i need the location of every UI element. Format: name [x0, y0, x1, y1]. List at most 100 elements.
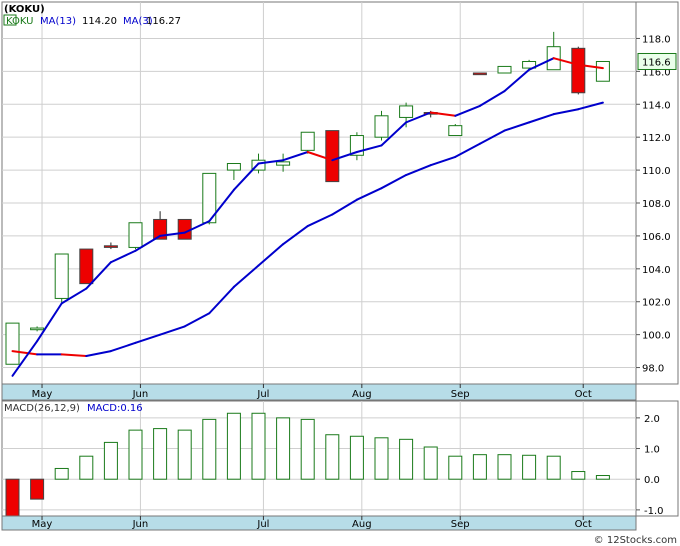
price-tick-label: 114.0: [642, 100, 671, 111]
price-tick-label: 112.0: [642, 133, 671, 144]
ma3-segment: [109, 341, 137, 353]
macd-bar: [251, 412, 266, 480]
macd-bar: [472, 454, 487, 480]
last-price-badge: [637, 52, 677, 70]
macd-bar: [30, 478, 45, 500]
price-tick-label: 116.0: [642, 67, 671, 78]
ma3-segment: [60, 353, 88, 358]
price-x-axis-band: [1, 383, 637, 401]
candle-body: [30, 327, 45, 331]
candle-body: [103, 245, 118, 248]
candle-body: [522, 60, 537, 69]
price-tick-label: 106.0: [642, 232, 671, 243]
legend-swatch-koku: [3, 14, 17, 26]
macd-x-tick-label: Jul: [256, 519, 269, 530]
candle-body: [5, 322, 20, 365]
ma3-segment: [503, 121, 531, 132]
ma3-segment: [577, 101, 604, 111]
ma13-segment: [282, 150, 309, 162]
candle-body: [399, 105, 414, 118]
ma3-segment: [159, 325, 186, 336]
candle-body: [79, 248, 94, 285]
ma13-segment: [134, 234, 162, 252]
ma13-segment: [528, 57, 555, 71]
ma3-segment: [183, 312, 211, 328]
macd-bar: [226, 412, 241, 480]
watermark: © 12Stocks.com: [594, 535, 677, 546]
price-x-tick-label: Jul: [256, 389, 269, 400]
price-tick-label: 104.0: [642, 265, 671, 276]
ma13-segment: [577, 63, 604, 70]
ma13-segment: [60, 287, 88, 305]
macd-bar: [349, 435, 364, 480]
macd-bar: [374, 437, 389, 480]
candle-body: [177, 218, 192, 240]
macd-bar: [128, 429, 143, 480]
ma13-segment: [36, 302, 63, 343]
macd-bar: [177, 429, 192, 480]
price-tick-label: 98.0: [642, 364, 664, 375]
ma13-segment: [429, 111, 457, 117]
macd-bar: [423, 446, 438, 480]
ma13-segment: [109, 249, 137, 264]
ma13-segment: [454, 104, 481, 117]
ma3-segment: [355, 187, 383, 201]
macd-bar: [546, 455, 561, 480]
ma13-segment: [355, 144, 383, 153]
ma13-segment: [208, 188, 235, 223]
candle-body: [497, 65, 512, 74]
macd-bar: [571, 471, 586, 480]
candle-body: [595, 60, 610, 82]
ma3-segment: [282, 225, 309, 246]
legend-ma3-label: MA(3): [123, 16, 153, 27]
price-tick-label: 102.0: [642, 298, 671, 309]
ma3-segment: [208, 285, 235, 315]
ma3-segment: [306, 213, 334, 228]
ma3-segment: [528, 113, 555, 124]
ma3-segment: [232, 264, 260, 288]
macd-axis-frame: [635, 400, 679, 517]
macd-bar: [202, 418, 217, 480]
macd-bar: [448, 455, 463, 480]
macd-bar: [54, 467, 69, 480]
macd-bar: [497, 454, 512, 480]
macd-bar: [103, 441, 118, 480]
candle-body: [202, 172, 217, 224]
macd-tick-label: -1.0: [644, 506, 664, 517]
ma3-segment: [134, 333, 162, 344]
macd-legend-value: MACD:0.16: [87, 403, 143, 414]
price-tick-label: 100.0: [642, 331, 671, 342]
price-x-tick-label: Jun: [132, 389, 149, 400]
ma13-segment: [306, 150, 334, 162]
macd-legend-params: MACD(26,12,9): [4, 403, 80, 414]
ma3-segment: [331, 198, 358, 216]
ma3-segment: [429, 155, 457, 167]
ma13-segment: [478, 90, 506, 107]
candle-body: [226, 163, 241, 171]
ma13-segment: [159, 231, 186, 237]
ma13-segment: [11, 340, 39, 377]
ma3-segment: [257, 243, 285, 267]
price-panel: 98.0 100.0 102.0 104.0 106.0 108.0 110.0 112.0 1…: [1, 1, 679, 401]
ma3-segment: [380, 174, 408, 190]
macd-x-tick-label: Jun: [132, 519, 149, 530]
ma13-segment: [183, 220, 211, 234]
ma3-segment: [478, 129, 506, 145]
price-plot-frame: [1, 1, 637, 385]
candle-body: [374, 115, 389, 138]
ma13-segment: [405, 111, 432, 124]
candle-body: [472, 72, 487, 76]
legend-ma3-value: 116.27: [146, 16, 181, 27]
candle-body: [276, 161, 291, 166]
price-tick-label: 110.0: [642, 166, 671, 177]
macd-bar: [300, 418, 315, 480]
ma13-segment: [85, 261, 112, 290]
macd-tick-label: 0.0: [644, 475, 660, 486]
macd-bar: [153, 428, 168, 480]
ma13-segment: [257, 159, 285, 165]
legend-ma13-value: 114.20: [82, 16, 117, 27]
candle-body: [325, 130, 340, 183]
price-x-tick-label: Sep: [451, 389, 470, 400]
